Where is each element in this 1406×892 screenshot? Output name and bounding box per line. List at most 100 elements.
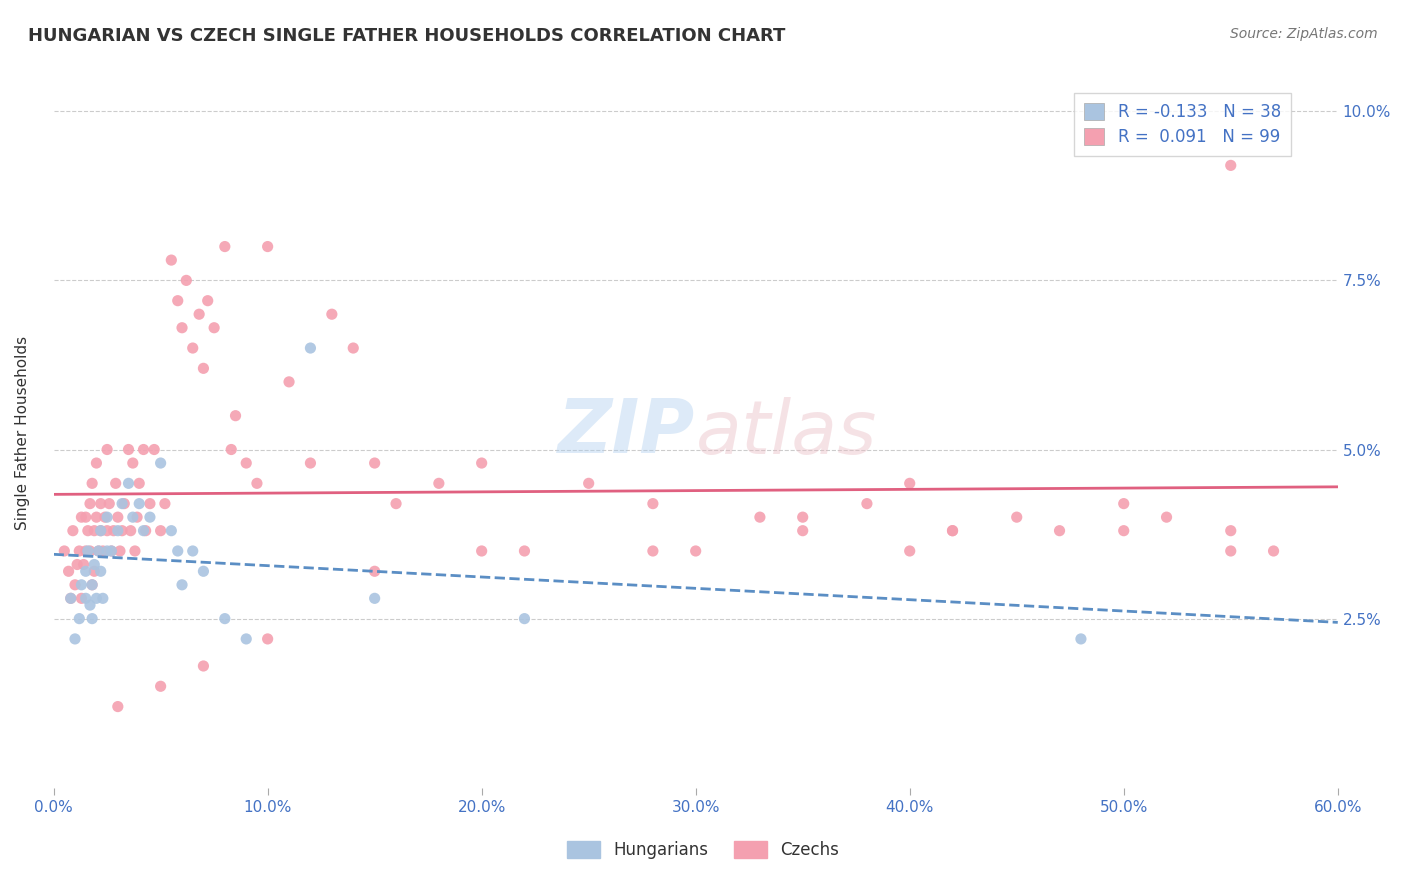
- Point: [898, 544, 921, 558]
- Point: [107, 699, 129, 714]
- Point: [166, 544, 188, 558]
- Point: [121, 510, 143, 524]
- Point: [176, 273, 198, 287]
- Point: [82, 578, 104, 592]
- Point: [188, 307, 211, 321]
- Point: [87, 544, 110, 558]
- Point: [96, 524, 118, 538]
- Point: [246, 476, 269, 491]
- Point: [578, 476, 600, 491]
- Point: [98, 497, 121, 511]
- Point: [748, 510, 770, 524]
- Point: [471, 456, 494, 470]
- Legend: R = -0.133   N = 38, R =  0.091   N = 99: R = -0.133 N = 38, R = 0.091 N = 99: [1074, 93, 1291, 156]
- Point: [139, 497, 162, 511]
- Point: [67, 612, 90, 626]
- Point: [83, 564, 105, 578]
- Point: [202, 320, 225, 334]
- Point: [363, 564, 385, 578]
- Point: [128, 497, 150, 511]
- Point: [63, 578, 86, 592]
- Point: [91, 544, 114, 558]
- Point: [160, 253, 183, 268]
- Point: [121, 456, 143, 470]
- Point: [898, 476, 921, 491]
- Point: [1049, 524, 1071, 538]
- Point: [96, 510, 118, 524]
- Point: [91, 591, 114, 606]
- Point: [1263, 544, 1285, 558]
- Point: [75, 591, 97, 606]
- Point: [1005, 510, 1028, 524]
- Point: [76, 544, 98, 558]
- Text: Source: ZipAtlas.com: Source: ZipAtlas.com: [1230, 27, 1378, 41]
- Point: [856, 497, 879, 511]
- Point: [299, 341, 322, 355]
- Text: HUNGARIAN VS CZECH SINGLE FATHER HOUSEHOLDS CORRELATION CHART: HUNGARIAN VS CZECH SINGLE FATHER HOUSEHO…: [28, 27, 786, 45]
- Point: [363, 456, 385, 470]
- Point: [70, 591, 93, 606]
- Point: [62, 524, 84, 538]
- Point: [90, 564, 112, 578]
- Point: [90, 497, 112, 511]
- Point: [100, 544, 122, 558]
- Point: [75, 544, 97, 558]
- Point: [149, 679, 172, 693]
- Point: [90, 524, 112, 538]
- Point: [792, 524, 814, 538]
- Point: [82, 612, 104, 626]
- Point: [107, 510, 129, 524]
- Point: [214, 239, 236, 253]
- Point: [135, 524, 157, 538]
- Point: [63, 632, 86, 646]
- Point: [70, 578, 93, 592]
- Point: [181, 341, 204, 355]
- Point: [193, 564, 215, 578]
- Point: [792, 510, 814, 524]
- Point: [112, 497, 135, 511]
- Point: [1219, 158, 1241, 172]
- Point: [120, 524, 142, 538]
- Point: [139, 510, 162, 524]
- Point: [641, 497, 664, 511]
- Point: [79, 544, 101, 558]
- Point: [70, 510, 93, 524]
- Point: [90, 524, 112, 538]
- Point: [149, 524, 172, 538]
- Point: [94, 510, 117, 524]
- Point: [160, 524, 183, 538]
- Point: [79, 598, 101, 612]
- Point: [321, 307, 343, 321]
- Point: [132, 524, 155, 538]
- Y-axis label: Single Father Households: Single Father Households: [15, 335, 30, 530]
- Point: [117, 476, 139, 491]
- Point: [299, 456, 322, 470]
- Point: [87, 544, 110, 558]
- Point: [59, 591, 82, 606]
- Legend: Hungarians, Czechs: Hungarians, Czechs: [560, 834, 846, 866]
- Point: [170, 578, 193, 592]
- Point: [427, 476, 450, 491]
- Point: [86, 591, 108, 606]
- Point: [641, 544, 664, 558]
- Point: [76, 524, 98, 538]
- Point: [235, 632, 257, 646]
- Point: [153, 497, 176, 511]
- Point: [1219, 544, 1241, 558]
- Point: [67, 544, 90, 558]
- Point: [143, 442, 166, 457]
- Point: [111, 524, 134, 538]
- Point: [685, 544, 707, 558]
- Point: [100, 544, 122, 558]
- Point: [385, 497, 408, 511]
- Point: [111, 497, 134, 511]
- Point: [75, 564, 97, 578]
- Point: [170, 320, 193, 334]
- Point: [1112, 524, 1135, 538]
- Point: [513, 544, 536, 558]
- Point: [219, 442, 242, 457]
- Point: [82, 476, 104, 491]
- Point: [513, 612, 536, 626]
- Point: [79, 497, 101, 511]
- Point: [193, 659, 215, 673]
